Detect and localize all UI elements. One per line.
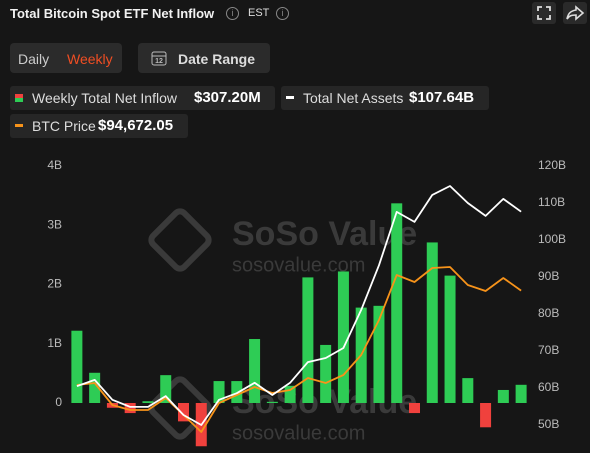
- y2-tick-label: 50B: [538, 417, 559, 431]
- bar: [71, 330, 83, 403]
- legend-label: BTC Price: [32, 118, 96, 134]
- svg-text:12: 12: [155, 58, 163, 65]
- legend-swatch: [286, 96, 294, 99]
- bar: [373, 305, 385, 403]
- bar: [426, 242, 438, 403]
- fullscreen-button[interactable]: [532, 2, 556, 24]
- y2-tick-label: 120B: [538, 158, 566, 172]
- bar: [231, 381, 243, 403]
- info-icon[interactable]: i: [276, 7, 289, 20]
- line-btc-price: [76, 266, 522, 433]
- y2-tick-label: 90B: [538, 269, 559, 283]
- bar: [462, 378, 474, 403]
- bar: [391, 203, 403, 403]
- interval-toggle: Daily Weekly: [10, 43, 122, 73]
- y-tick-label: 4B: [47, 158, 62, 172]
- bar: [337, 271, 349, 403]
- legend-item[interactable]: BTC Price $94,672.05: [10, 114, 188, 138]
- bar: [480, 403, 492, 428]
- bar: [213, 381, 225, 403]
- legend-value: $107.64B: [409, 89, 475, 106]
- bar: [178, 403, 189, 422]
- bar: [497, 389, 509, 403]
- legend-swatch: [15, 124, 23, 127]
- bar: [124, 403, 136, 414]
- date-range-button[interactable]: 12 Date Range: [138, 43, 270, 73]
- bar: [320, 344, 332, 403]
- toggle-option[interactable]: Weekly: [67, 51, 113, 67]
- y2-tick-label: 110B: [538, 195, 565, 209]
- widget-title: Total Bitcoin Spot ETF Net Inflow: [10, 6, 215, 21]
- y-tick-label: 2B: [47, 277, 62, 291]
- watermark-brand: SoSo Value: [232, 215, 417, 253]
- watermark-logo: [148, 208, 212, 272]
- bar: [106, 403, 118, 408]
- legend-item[interactable]: Total Net Assets $107.64B: [281, 86, 489, 110]
- bar: [302, 277, 314, 403]
- bar: [515, 384, 527, 403]
- info-icon[interactable]: i: [226, 7, 239, 20]
- share-button[interactable]: [563, 2, 587, 24]
- bar: [195, 403, 207, 447]
- bar: [409, 403, 420, 414]
- bar: [284, 385, 296, 403]
- y2-tick-label: 80B: [538, 306, 559, 320]
- date-range-label: Date Range: [178, 51, 256, 67]
- bar: [444, 275, 456, 403]
- y-tick-label: 3B: [47, 217, 62, 231]
- watermark-url: sosovalue.com: [232, 254, 365, 276]
- legend-label: Total Net Assets: [303, 90, 404, 106]
- legend-value: $94,672.05: [98, 117, 174, 134]
- y-tick-label: 0: [55, 395, 62, 409]
- bar: [142, 401, 154, 403]
- timezone: EST: [248, 7, 270, 19]
- bar: [89, 372, 101, 403]
- y2-tick-label: 100B: [538, 232, 566, 246]
- y2-tick-label: 60B: [538, 380, 559, 394]
- bar: [160, 375, 172, 403]
- bar: [266, 401, 278, 403]
- legend-value: $307.20M: [194, 89, 261, 106]
- watermark-brand: SoSo Value: [232, 383, 417, 421]
- y-tick-label: 1B: [47, 336, 62, 350]
- line-total-net-assets: [76, 185, 522, 426]
- legend-swatch: [15, 94, 23, 102]
- toggle-option[interactable]: Daily: [18, 51, 50, 67]
- bar: [249, 339, 261, 403]
- bar: [355, 307, 367, 403]
- legend-label: Weekly Total Net Inflow: [32, 90, 177, 106]
- y2-tick-label: 70B: [538, 343, 559, 357]
- watermark-url: sosovalue.com: [232, 422, 365, 444]
- watermark-logo: [148, 376, 212, 440]
- legend-item[interactable]: Weekly Total Net Inflow $307.20M: [10, 86, 275, 110]
